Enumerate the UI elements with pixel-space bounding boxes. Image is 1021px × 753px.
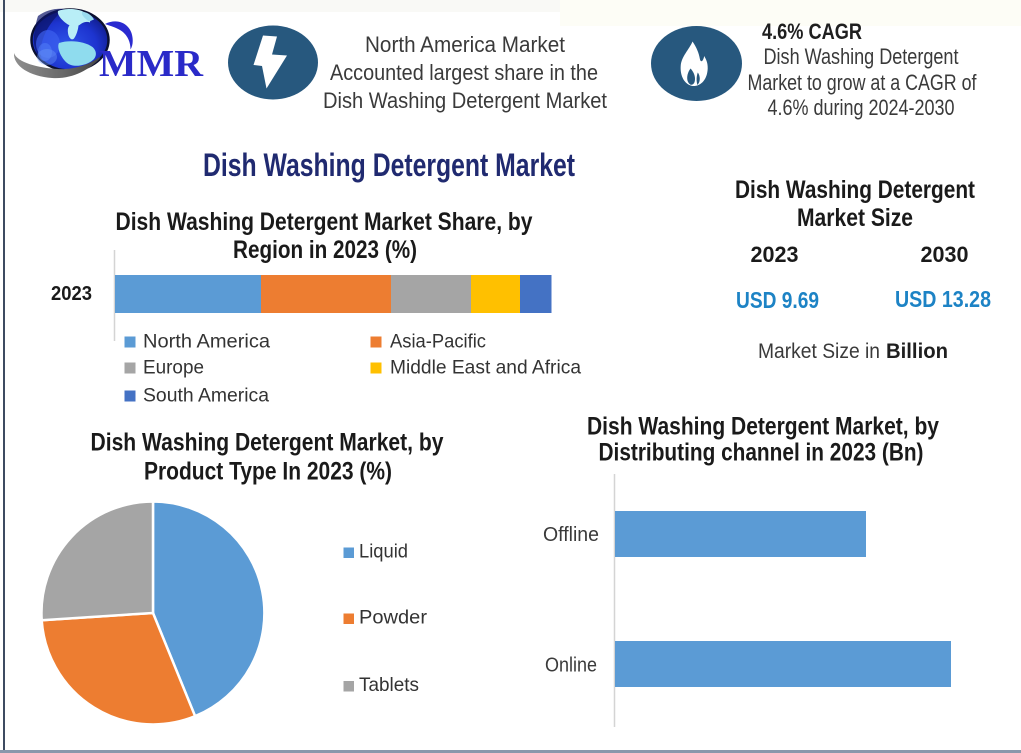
svg-text:Powder: Powder	[359, 607, 428, 629]
svg-text:4.6% CAGR: 4.6% CAGR	[762, 19, 862, 44]
svg-text:South America: South America	[143, 385, 269, 407]
svg-text:Market Size in: Market Size in	[758, 340, 880, 363]
svg-text:Tablets: Tablets	[359, 674, 419, 696]
svg-text:4.6% during 2024-2030: 4.6% during 2024-2030	[768, 95, 955, 120]
svg-text:Offline: Offline	[543, 523, 599, 546]
svg-text:2030: 2030	[921, 242, 969, 267]
svg-text:Product Type In 2023 (%): Product Type In 2023 (%)	[144, 458, 392, 486]
svg-text:Distributing channel in 2023 (: Distributing channel in 2023 (Bn)	[599, 439, 924, 467]
svg-text:Dish Washing Detergent: Dish Washing Detergent	[735, 176, 976, 204]
svg-text:Europe: Europe	[143, 357, 204, 379]
svg-text:2023: 2023	[51, 283, 92, 305]
svg-text:Market Size: Market Size	[797, 204, 913, 232]
svg-text:Dish Washing Detergent Market,: Dish Washing Detergent Market, by	[91, 429, 444, 457]
svg-text:Region in 2023 (%): Region in 2023 (%)	[233, 236, 417, 264]
svg-text:North America: North America	[143, 331, 270, 353]
svg-text:Market to grow at a CAGR of: Market to grow at a CAGR of	[748, 70, 978, 95]
svg-text:Middle East and Africa: Middle East and Africa	[390, 357, 581, 379]
svg-text:Dish Washing Detergent: Dish Washing Detergent	[764, 44, 959, 69]
svg-text:Online: Online	[545, 654, 597, 677]
svg-text:Accounted largest share in the: Accounted largest share in the	[330, 60, 598, 85]
svg-text:2023: 2023	[751, 242, 799, 267]
svg-text:Dish Washing Detergent Market: Dish Washing Detergent Market Share, by	[116, 208, 533, 236]
svg-text:Billion: Billion	[886, 340, 948, 363]
svg-text:Liquid: Liquid	[359, 541, 408, 563]
svg-text:Dish Washing Detergent Market: Dish Washing Detergent Market	[203, 147, 575, 183]
svg-text:Dish Washing Detergent Market: Dish Washing Detergent Market	[323, 88, 607, 113]
svg-text:Dish Washing Detergent Market,: Dish Washing Detergent Market, by	[587, 413, 939, 441]
svg-text:North America Market: North America Market	[365, 32, 565, 57]
svg-text:MMR: MMR	[99, 43, 204, 85]
svg-text:Asia-Pacific: Asia-Pacific	[390, 331, 486, 353]
svg-text:USD 13.28: USD 13.28	[895, 286, 991, 312]
svg-text:USD 9.69: USD 9.69	[736, 287, 819, 313]
